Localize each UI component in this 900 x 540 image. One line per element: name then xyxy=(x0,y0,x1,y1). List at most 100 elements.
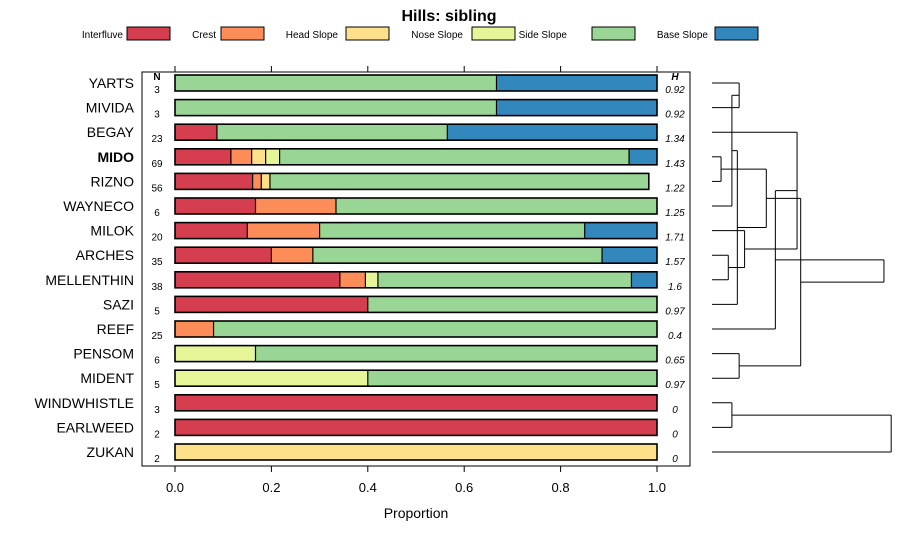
bar-segment xyxy=(367,296,657,313)
x-axis: 0.0 0.2 0.4 0.6 0.8 1.0 xyxy=(166,66,666,495)
row-h: 0 xyxy=(672,454,678,465)
legend-swatch-3 xyxy=(471,26,516,41)
row-n: 3 xyxy=(154,85,160,96)
bar-segment xyxy=(175,345,256,362)
plot-frame xyxy=(141,71,691,467)
row-label: ARCHES xyxy=(76,247,134,263)
bar-segment xyxy=(496,99,657,116)
bar-segment xyxy=(213,321,657,337)
n-column-header: N xyxy=(153,72,160,83)
legend: Interfluve Crest Head Slope Nose Slope Side … xyxy=(82,26,759,41)
bar-segment xyxy=(175,271,340,288)
row-h: 1.22 xyxy=(665,183,685,194)
row-label: BEGAY xyxy=(87,124,135,140)
bar-segment xyxy=(255,345,657,362)
row-n: 23 xyxy=(151,134,163,145)
row-h: 1.6 xyxy=(668,282,682,293)
bar-outline xyxy=(174,393,658,412)
x-tick-label: 0.0 xyxy=(166,480,184,495)
row-n: 2 xyxy=(154,429,160,440)
row-n: 35 xyxy=(151,257,163,268)
bar-segment xyxy=(602,247,657,264)
legend-label-1: Crest xyxy=(192,30,216,41)
row-label: MIVIDA xyxy=(86,100,135,116)
bar-segment xyxy=(175,124,217,141)
row-label: YARTS xyxy=(89,75,134,91)
row-h: 0.92 xyxy=(665,85,685,96)
h-column-header: H xyxy=(671,72,679,83)
legend-label-0: Interfluve xyxy=(82,30,124,41)
legend-swatch-4 xyxy=(591,26,636,41)
bar-segment xyxy=(584,222,657,239)
row-h: 1.71 xyxy=(665,233,684,244)
row-n: 3 xyxy=(154,110,160,121)
bar-segment xyxy=(175,394,657,411)
row-n: 2 xyxy=(154,454,160,465)
bar-outline xyxy=(174,246,658,264)
row-label: PENSOM xyxy=(73,346,134,362)
bar-segment xyxy=(230,148,252,165)
row-h: 0.92 xyxy=(665,110,685,121)
bar-segment xyxy=(319,222,585,239)
bar-outline xyxy=(174,418,658,437)
bar-segment xyxy=(335,198,657,214)
bar-outline xyxy=(174,221,658,240)
bar-outline xyxy=(174,443,658,461)
row-label: MELLENTHIN xyxy=(45,272,134,288)
bar-segment xyxy=(496,75,657,91)
legend-label-3: Nose Slope xyxy=(411,30,463,41)
row-label: RIZNO xyxy=(90,173,134,189)
row-n: 5 xyxy=(154,306,160,317)
legend-swatch-5 xyxy=(714,26,759,41)
row-label: ZUKAN xyxy=(87,444,134,460)
row-label: MILOK xyxy=(90,223,134,239)
row-n: 20 xyxy=(151,233,163,244)
bar-outline xyxy=(174,172,650,191)
row-label: SAZI xyxy=(103,296,134,312)
bar-outline xyxy=(174,295,658,314)
bar-segment xyxy=(247,222,320,239)
legend-label-2: Head Slope xyxy=(286,30,339,41)
x-tick-label: 0.2 xyxy=(262,480,280,495)
bar-segment xyxy=(252,173,262,190)
bar-segment xyxy=(261,173,270,190)
bar-outline xyxy=(174,369,658,388)
bar-segment xyxy=(175,370,368,387)
row-label: MIDO xyxy=(97,149,134,165)
legend-label-5: Base Slope xyxy=(657,30,709,41)
row-n: 6 xyxy=(154,356,160,367)
row-h: 0.4 xyxy=(668,331,682,342)
row-n: 69 xyxy=(151,159,163,170)
row-label: WINDWHISTLE xyxy=(34,395,134,411)
bar-segment xyxy=(367,370,657,387)
bar-segment xyxy=(631,271,657,288)
row-h: 0.97 xyxy=(665,380,685,391)
bar-segment xyxy=(175,222,248,239)
bar-segment xyxy=(279,148,630,165)
bar-segment xyxy=(255,198,336,214)
row-label: WAYNECO xyxy=(63,198,134,214)
bar-outline xyxy=(174,197,658,215)
bar-segment xyxy=(175,198,256,214)
row-h: 1.25 xyxy=(665,208,685,219)
x-tick-label: 0.6 xyxy=(455,480,473,495)
bar-outline xyxy=(174,98,658,117)
bar-outline xyxy=(174,123,658,141)
bar-outline xyxy=(174,148,658,166)
row-label: REEF xyxy=(97,321,134,337)
bar-segment xyxy=(265,148,280,165)
bar-segment xyxy=(175,75,497,91)
bar-segment xyxy=(175,148,231,165)
row-n: 25 xyxy=(151,331,163,342)
bar-segment xyxy=(629,148,657,165)
chart-title: Hills: sibling xyxy=(401,8,496,25)
legend-label-4: Side Slope xyxy=(519,30,568,41)
bar-segment xyxy=(216,124,448,141)
bar-segment xyxy=(447,124,657,141)
bar-segment xyxy=(175,321,214,337)
bar-segment xyxy=(377,271,632,288)
bar-segment xyxy=(175,296,368,313)
row-h: 0.97 xyxy=(665,306,685,317)
